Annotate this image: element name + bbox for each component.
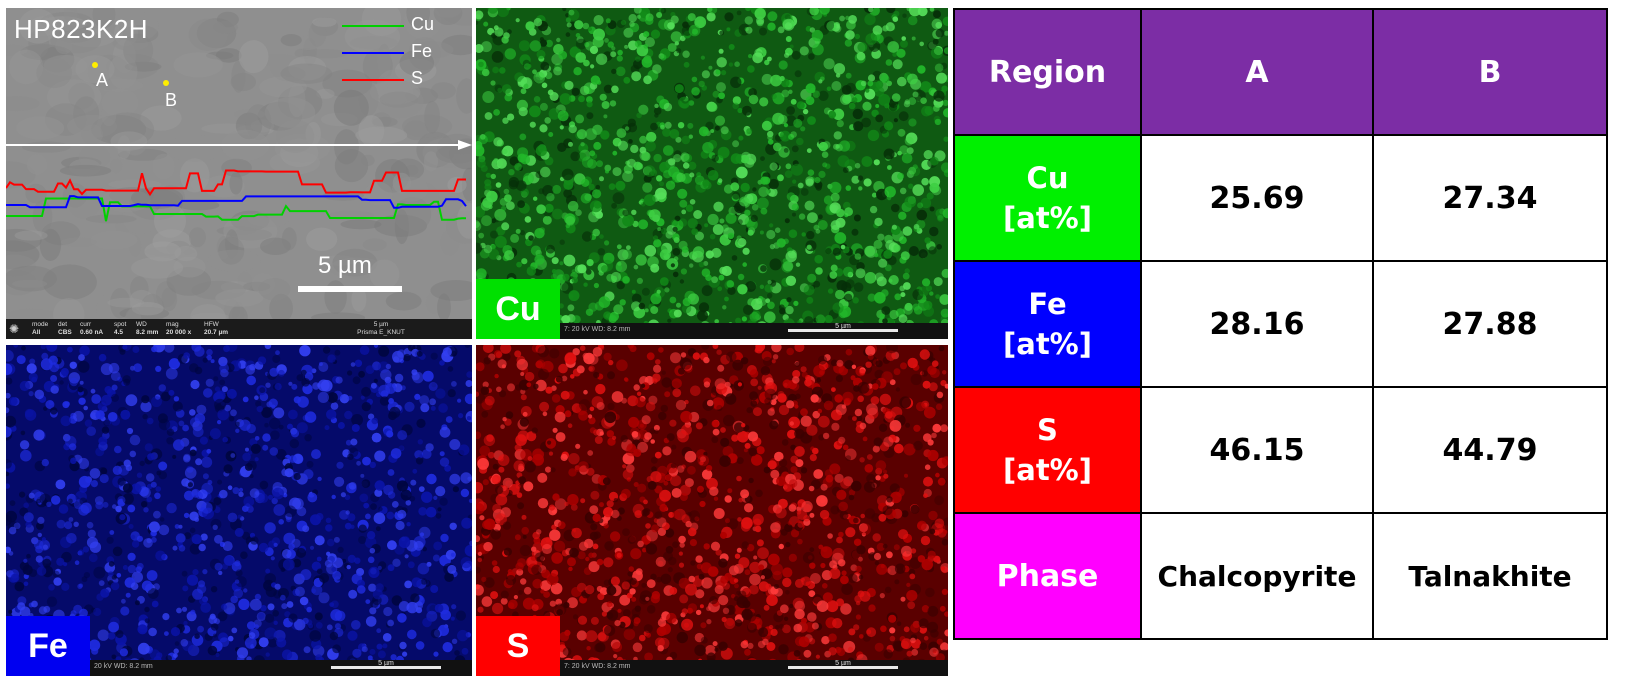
legend-s: S [411, 68, 424, 88]
table-row-s: S [at%] 46.15 44.79 [953, 386, 1608, 514]
point-label-a: A [96, 70, 109, 90]
s-value-a: 46.15 [1140, 386, 1374, 514]
phase-b: Talnakhite [1372, 512, 1608, 640]
header-region: Region [953, 8, 1142, 136]
info-scale: 5 µm Prisma E_KNUT [357, 321, 405, 336]
fe-map-panel: 20 kV WD: 8.2 mm 5 µm Fe [6, 345, 472, 676]
sem-image-panel: HP823K2H A B Cu Fe S 5 µm ✺ mode All det C… [6, 8, 472, 339]
row-label-fe: Fe [at%] [953, 260, 1142, 388]
fe-value-b: 27.88 [1372, 260, 1608, 388]
header-a: A [1140, 8, 1374, 136]
s-map-label: S [476, 616, 560, 676]
table-header-row: Region A B [953, 8, 1608, 136]
cu-value-a: 25.69 [1140, 134, 1374, 262]
fe-acq-strip: 20 kV WD: 8.2 mm [6, 660, 472, 676]
cu-scale-label: 5 µm [835, 323, 851, 330]
info-wd: WD 8.2 mm [136, 321, 159, 336]
info-spot: spot 4.5 [114, 321, 127, 336]
sem-info-bar: ✺ mode All det CBS curr 0.60 nA spot 4.5 WD 8… [6, 319, 472, 339]
fe-scale-label: 5 µm [378, 660, 394, 667]
info-curr: curr 0.60 nA [80, 321, 104, 336]
s-value-b: 44.79 [1372, 386, 1608, 514]
scale-bar-label: 5 µm [318, 252, 372, 279]
cu-map-panel: 7: 20 kV WD: 8.2 mm 5 µm Cu [476, 8, 948, 339]
legend-fe: Fe [411, 41, 433, 61]
info-mode: mode All [32, 321, 49, 336]
cu-acq-strip: 7: 20 kV WD: 8.2 mm [476, 323, 948, 339]
s-map-panel: 7: 20 kV WD: 8.2 mm 5 µm S [476, 345, 948, 676]
legend-cu: Cu [411, 14, 435, 34]
table-row-fe: Fe [at%] 28.16 27.88 [953, 260, 1608, 388]
row-label-phase: Phase [953, 512, 1142, 640]
fe-value-a: 28.16 [1140, 260, 1374, 388]
sem-micrograph [6, 8, 472, 332]
s-scale-bar [788, 666, 898, 669]
scale-bar [298, 286, 402, 292]
sem-logo-icon: ✺ [9, 322, 20, 336]
phase-a: Chalcopyrite [1140, 512, 1374, 640]
header-b: B [1372, 8, 1608, 136]
cu-scale-bar [788, 329, 898, 332]
point-label-b: B [165, 90, 178, 110]
info-hfw: HFW 20.7 µm [204, 321, 228, 336]
cu-value-b: 27.34 [1372, 134, 1608, 262]
composition-table: Region A B Cu [at%] 25.69 27.34 Fe [at%] 2… [953, 8, 1608, 640]
row-label-s: S [at%] [953, 386, 1142, 514]
row-label-cu: Cu [at%] [953, 134, 1142, 262]
table-row-phase: Phase Chalcopyrite Talnakhite [953, 512, 1608, 640]
fe-map-label: Fe [6, 616, 90, 676]
info-mag: mag 20 000 x [166, 321, 192, 336]
s-scale-label: 5 µm [835, 660, 851, 667]
fe-scale-bar [331, 666, 441, 669]
cu-map-label: Cu [476, 279, 560, 339]
s-acq-strip: 7: 20 kV WD: 8.2 mm [476, 660, 948, 676]
sample-id: HP823K2H [14, 14, 149, 44]
table-row-cu: Cu [at%] 25.69 27.34 [953, 134, 1608, 262]
info-det: det CBS [58, 321, 72, 336]
